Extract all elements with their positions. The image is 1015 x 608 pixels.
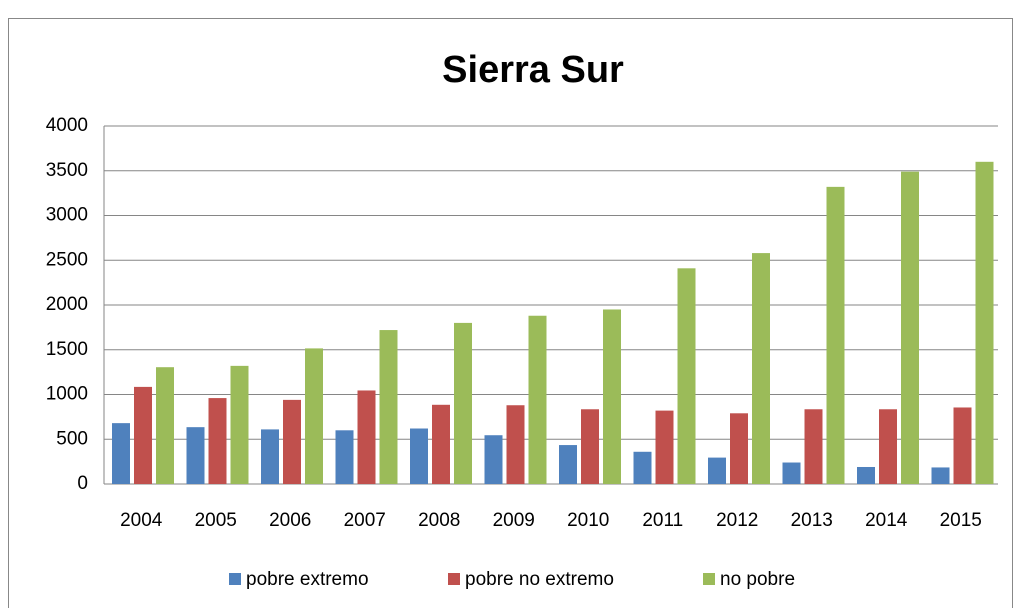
- bar: [528, 315, 547, 484]
- bar: [879, 409, 897, 484]
- y-tick-label: 1000: [46, 384, 88, 405]
- x-tick-label: 2013: [791, 510, 833, 531]
- legend-label: no pobre: [720, 569, 795, 590]
- bar: [901, 171, 919, 484]
- bar: [156, 367, 174, 484]
- y-tick-label: 1500: [46, 339, 88, 360]
- chart-title: Sierra Sur: [442, 49, 624, 91]
- bar: [931, 467, 950, 484]
- y-tick-label: 500: [56, 428, 88, 449]
- x-tick-label: 2009: [493, 510, 535, 531]
- x-tick-label: 2015: [940, 510, 982, 531]
- bar: [559, 445, 577, 484]
- bar: [432, 404, 450, 484]
- bar: [379, 330, 398, 484]
- chart-border: [8, 18, 1013, 608]
- bar: [454, 322, 472, 484]
- y-tick-label: 2000: [46, 294, 88, 315]
- bar: [305, 348, 323, 484]
- x-tick-label: 2007: [344, 510, 386, 531]
- bar: [484, 435, 503, 484]
- bar: [208, 398, 227, 484]
- bar: [410, 428, 428, 484]
- bar: [655, 410, 674, 484]
- bar: [857, 466, 875, 484]
- bar: [112, 423, 130, 484]
- y-tick-label: 4000: [46, 115, 88, 136]
- x-tick-label: 2004: [120, 510, 163, 531]
- y-tick-label: 3500: [46, 160, 88, 181]
- x-tick-label: 2014: [865, 510, 908, 531]
- bar: [134, 386, 152, 484]
- bar: [261, 429, 279, 484]
- bar: [603, 309, 621, 484]
- bar: [782, 462, 801, 484]
- x-tick-label: 2010: [567, 510, 609, 531]
- bar: [633, 451, 652, 484]
- bar: [708, 457, 726, 484]
- legend-swatch: [448, 573, 460, 585]
- bar: [506, 405, 525, 484]
- bar: [804, 409, 823, 484]
- bar: [953, 407, 972, 484]
- bar: [335, 430, 354, 484]
- y-tick-label: 0: [77, 473, 88, 494]
- bar: [730, 413, 748, 484]
- bar: [752, 253, 770, 484]
- bar: [283, 399, 301, 484]
- y-tick-label: 2500: [46, 249, 88, 270]
- legend-label: pobre extremo: [246, 569, 369, 590]
- legend-label: pobre no extremo: [465, 569, 614, 590]
- x-tick-label: 2006: [269, 510, 311, 531]
- y-tick-label: 3000: [46, 205, 88, 226]
- x-tick-label: 2012: [716, 510, 758, 531]
- bar: [186, 427, 205, 484]
- legend-swatch: [229, 573, 241, 585]
- x-tick-label: 2008: [418, 510, 460, 531]
- bar: [357, 390, 376, 484]
- legend-swatch: [703, 573, 715, 585]
- x-tick-label: 2011: [642, 510, 683, 531]
- bar: [677, 268, 696, 484]
- bar: [826, 186, 845, 485]
- x-tick-label: 2005: [195, 510, 237, 531]
- bar: [975, 161, 994, 485]
- bar: [230, 365, 249, 484]
- bar: [581, 409, 599, 484]
